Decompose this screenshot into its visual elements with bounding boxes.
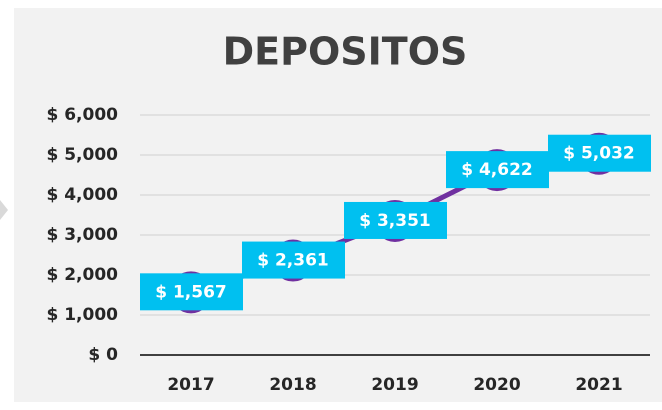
y-tick-label: $ 3,000 [46,225,118,245]
y-tick-label: $ 0 [88,345,118,365]
data-label: $ 2,361 [257,251,329,271]
y-tick-label: $ 2,000 [46,265,118,285]
data-label-box [548,134,651,172]
data-label: $ 1,567 [155,282,227,302]
y-tick-label: $ 6,000 [46,105,118,125]
data-label-box [242,241,345,279]
y-tick-label: $ 1,000 [46,305,118,325]
chart-background [14,8,662,402]
x-tick-label: 2020 [473,375,520,395]
side-handle [0,200,8,220]
x-tick-label: 2017 [167,375,214,395]
data-label: $ 4,622 [461,160,533,180]
y-tick-label: $ 5,000 [46,145,118,165]
chart-title: DEPOSITOS [223,30,468,74]
data-label: $ 5,032 [563,144,635,164]
data-label-box [446,151,549,189]
data-label-box [140,273,243,311]
data-label-box [344,201,447,239]
x-tick-label: 2019 [371,375,418,395]
x-tick-label: 2021 [575,375,622,395]
y-tick-label: $ 4,000 [46,185,118,205]
x-tick-label: 2018 [269,375,316,395]
data-label: $ 3,351 [359,211,431,231]
